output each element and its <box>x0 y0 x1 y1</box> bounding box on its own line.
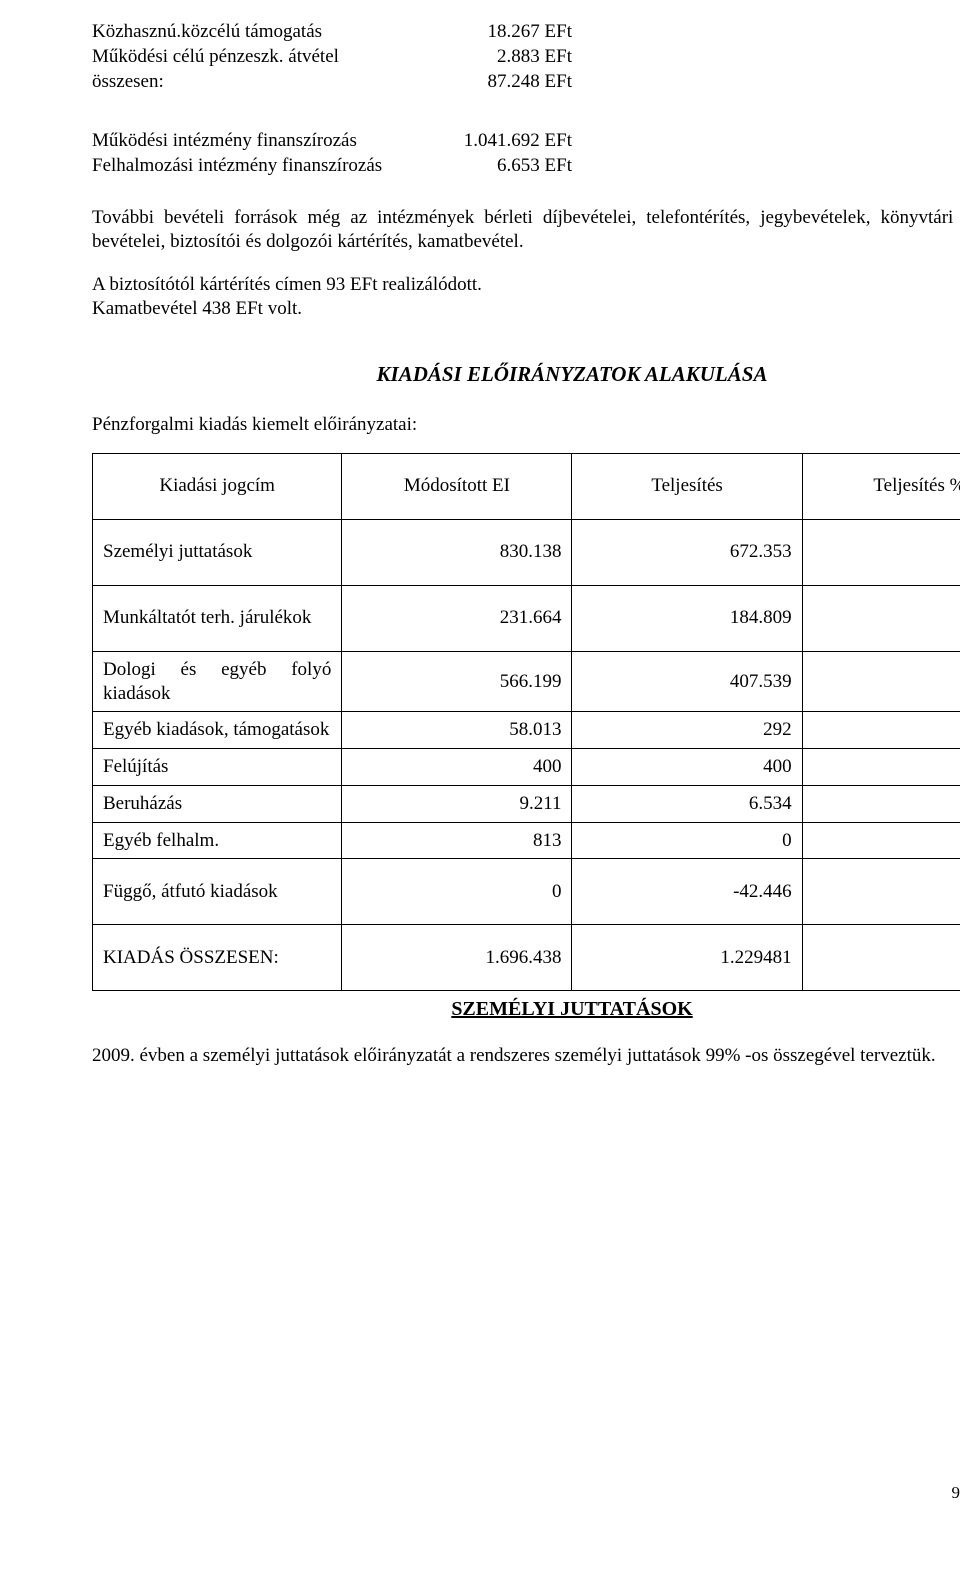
cell-value: 672.353 <box>572 519 802 585</box>
cell-value: 80.99 <box>802 519 960 585</box>
paragraph-1: További bevételi források még az intézmé… <box>92 206 960 254</box>
cell-jogcim: Munkáltatót terh. járulékok <box>93 585 342 651</box>
top-lines-block-2: Működési intézmény finanszírozás 1.041.6… <box>92 129 960 178</box>
table-row: Személyi juttatások 830.138 672.353 80.9… <box>93 519 960 585</box>
table-intro: Pénzforgalmi kiadás kiemelt előirányzata… <box>92 413 960 437</box>
line-label: Működési intézmény finanszírozás <box>92 129 412 153</box>
cell-jogcim: Függő, átfutó kiadások <box>93 859 342 925</box>
line-value: 18.267 EFt <box>412 20 572 44</box>
page-number: 9 <box>952 1482 960 1503</box>
cell-value: 0,50 <box>802 712 960 749</box>
line-value: 2.883 EFt <box>412 45 572 69</box>
paragraph-3: Kamatbevétel 438 EFt volt. <box>92 297 960 321</box>
cell-jogcim: Egyéb felhalm. <box>93 822 342 859</box>
cell-value: 70,94 <box>802 785 960 822</box>
section-title: KIADÁSI ELŐIRÁNYZATOK ALAKULÁSA <box>92 361 960 387</box>
cell-value: -42.446 <box>572 859 802 925</box>
cell-value: 407.539 <box>572 651 802 712</box>
table-row: Egyéb kiadások, támogatások 58.013 292 0… <box>93 712 960 749</box>
col-header-teljesites: Teljesítés <box>572 453 802 519</box>
line-value: 87.248 EFt <box>412 70 572 94</box>
cell-value: 1.696.438 <box>342 925 572 991</box>
cell-jogcim: Egyéb kiadások, támogatások <box>93 712 342 749</box>
cell-value: - <box>802 859 960 925</box>
paragraph-2: A biztosítótól kártérítés címen 93 EFt r… <box>92 273 960 297</box>
line-row: Közhasznú.közcélú támogatás 18.267 EFt <box>92 20 960 44</box>
col-header-modositott: Módosított EI <box>342 453 572 519</box>
line-row: összesen: 87.248 EFt <box>92 70 960 94</box>
cell-value: 79.77 <box>802 585 960 651</box>
cell-value: 400 <box>342 749 572 786</box>
cell-value: 58.013 <box>342 712 572 749</box>
cell-value: 231.664 <box>342 585 572 651</box>
cell-jogcim: Felújítás <box>93 749 342 786</box>
cell-value: 1.229481 <box>572 925 802 991</box>
line-row: Működési célú pénzeszk. átvétel 2.883 EF… <box>92 45 960 69</box>
cell-jogcim: Beruházás <box>93 785 342 822</box>
line-row: Felhalmozási intézmény finanszírozás 6.6… <box>92 154 960 178</box>
cell-value: 830.138 <box>342 519 572 585</box>
cell-jogcim: KIADÁS ÖSSZESEN: <box>93 925 342 991</box>
cell-value: 292 <box>572 712 802 749</box>
cell-value: 0 <box>572 822 802 859</box>
table-header-row: Kiadási jogcím Módosított EI Teljesítés … <box>93 453 960 519</box>
line-row: Működési intézmény finanszírozás 1.041.6… <box>92 129 960 153</box>
cell-value: 0 <box>342 859 572 925</box>
table-row: Függő, átfutó kiadások 0 -42.446 - <box>93 859 960 925</box>
cell-value: 813 <box>342 822 572 859</box>
cell-value: 184.809 <box>572 585 802 651</box>
table-row: Felújítás 400 400 100,00 <box>93 749 960 786</box>
cell-value: 100,00 <box>802 749 960 786</box>
cell-value: 71,98 <box>802 651 960 712</box>
cell-value: 6.534 <box>572 785 802 822</box>
line-label: Közhasznú.közcélú támogatás <box>92 20 412 44</box>
cell-value: 400 <box>572 749 802 786</box>
table-row: Dologi és egyéb folyó kiadások 566.199 4… <box>93 651 960 712</box>
line-label: Felhalmozási intézmény finanszírozás <box>92 154 412 178</box>
final-paragraph: 2009. évben a személyi juttatások előirá… <box>92 1044 960 1068</box>
expense-table: Kiadási jogcím Módosított EI Teljesítés … <box>92 453 960 992</box>
top-lines-block-1: Közhasznú.közcélú támogatás 18.267 EFt M… <box>92 20 960 93</box>
col-header-jogcim: Kiadási jogcím <box>93 453 342 519</box>
line-label: összesen: <box>92 70 412 94</box>
cell-value: 9.211 <box>342 785 572 822</box>
table-body: Személyi juttatások 830.138 672.353 80.9… <box>93 519 960 991</box>
cell-jogcim: Dologi és egyéb folyó kiadások <box>93 651 342 712</box>
table-row: Munkáltatót terh. járulékok 231.664 184.… <box>93 585 960 651</box>
subheading: SZEMÉLYI JUTTATÁSOK <box>92 997 960 1022</box>
table-row: Egyéb felhalm. 813 0 - <box>93 822 960 859</box>
table-row: Beruházás 9.211 6.534 70,94 <box>93 785 960 822</box>
cell-value: 72,47 <box>802 925 960 991</box>
table-row-total: KIADÁS ÖSSZESEN: 1.696.438 1.229481 72,4… <box>93 925 960 991</box>
cell-value: - <box>802 822 960 859</box>
line-value: 6.653 EFt <box>412 154 572 178</box>
line-value: 1.041.692 EFt <box>412 129 572 153</box>
cell-value: 566.199 <box>342 651 572 712</box>
col-header-percent: Teljesítés %-a <box>802 453 960 519</box>
line-label: Működési célú pénzeszk. átvétel <box>92 45 412 69</box>
cell-jogcim: Személyi juttatások <box>93 519 342 585</box>
